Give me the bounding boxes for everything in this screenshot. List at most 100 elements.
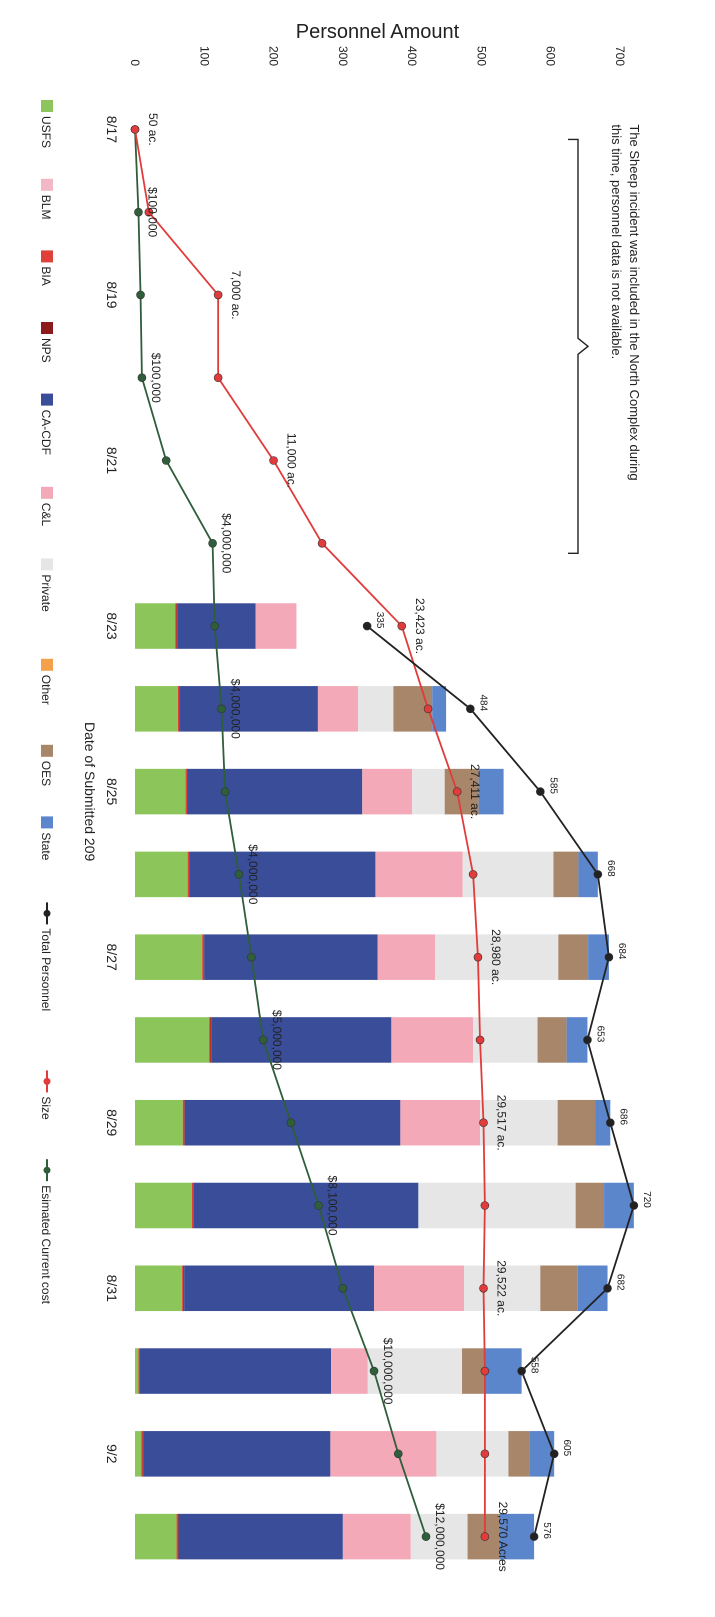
y-tick-label: 700	[613, 46, 627, 66]
bar-segment-private	[435, 934, 559, 980]
cost-label: $12,000,000	[433, 1503, 447, 1570]
bar-segment-c-l	[391, 1017, 474, 1063]
size-point	[480, 1366, 490, 1376]
legend-label: Total Personnel	[39, 928, 53, 1011]
legend-label: BLM	[39, 195, 53, 220]
bar-segment-usfs	[135, 1431, 142, 1477]
bar-segment-state	[432, 686, 447, 732]
legend-label: BIA	[39, 266, 53, 285]
bar-segment-oes	[537, 1017, 567, 1063]
x-tick-label: 8/29	[104, 1109, 120, 1136]
legend-swatch-marker	[43, 1166, 51, 1174]
size-line	[134, 129, 486, 1537]
size-point	[475, 1035, 485, 1045]
bar-segment-bia	[187, 851, 190, 898]
total-personnel-point	[549, 1449, 559, 1459]
size-label: 7,000 ac.	[229, 270, 243, 319]
line-labels: 335 484 585 668 684 653 686 720 682 558 605 576 50 a…	[145, 113, 651, 1572]
legend-label: Other	[39, 675, 53, 705]
bar-segment-usfs	[135, 851, 188, 898]
cost-point	[137, 373, 147, 383]
bar-segment-usfs	[135, 603, 176, 649]
bar-segment-ca-cdf	[180, 686, 318, 732]
total-personnel-point	[593, 870, 603, 879]
bar-segment-ca-cdf	[211, 1017, 392, 1063]
annotation: The Sheep incident was included in the N…	[568, 124, 642, 554]
legend-swatch	[41, 486, 53, 499]
size-point	[130, 125, 140, 134]
bar-segment-nps	[210, 1017, 212, 1063]
size-point	[213, 373, 223, 383]
bar-segment-private	[480, 1099, 558, 1146]
y-axis-title: Personnel Amount	[296, 21, 460, 43]
legend-label: CA-CDF	[39, 410, 53, 455]
note-brace	[568, 138, 590, 554]
bar-segment-ca-cdf	[139, 1348, 332, 1394]
bar-segment-private	[418, 1182, 576, 1229]
y-tick-label: 300	[336, 46, 350, 66]
bar-segment-nps	[193, 1182, 194, 1229]
cost-line	[134, 129, 427, 1537]
bar-segment-usfs	[135, 934, 203, 980]
bar-segment-bia	[209, 1017, 211, 1063]
cost-point	[217, 704, 226, 714]
legend-label: OES	[39, 761, 53, 786]
cost-point	[210, 621, 219, 631]
bar-segment-c-l	[375, 851, 463, 898]
legend-label: State	[39, 832, 53, 860]
total-personnel-label: 558	[529, 1357, 540, 1374]
cost-label: $100,000	[145, 187, 159, 237]
y-tick-label: 200	[267, 46, 281, 66]
size-point	[317, 538, 327, 548]
bar-segment-state	[588, 934, 609, 980]
size-label: 27,411 ac.	[468, 764, 482, 819]
bar-segment-oes	[540, 1265, 578, 1312]
legend-swatch	[41, 250, 53, 263]
legend-swatch	[41, 322, 53, 334]
bar-segment-usfs	[135, 686, 178, 732]
cost-point	[234, 870, 244, 879]
bar-segment-ca-cdf	[178, 1513, 343, 1560]
x-tick-label: 8/23	[104, 612, 120, 639]
total-personnel-point	[517, 1366, 526, 1376]
bar-segment-state	[499, 1513, 535, 1560]
cost-label: $4,000,000	[229, 679, 243, 739]
bar-segment-ca-cdf	[204, 934, 378, 980]
bar-segment-state	[578, 851, 598, 898]
size-point	[213, 290, 223, 300]
y-axis: 0 100 200 300 400 500 600 700	[128, 46, 627, 66]
bar-segment-bia	[177, 686, 180, 732]
bar-segment-bia	[182, 1099, 185, 1146]
y-tick-label: 500	[474, 46, 488, 66]
legend-label: Esimated Current cost	[39, 1185, 53, 1304]
bar-segment-usfs	[135, 1017, 210, 1063]
cost-label: $8,100,000	[326, 1175, 340, 1235]
total-personnel-point	[606, 1118, 615, 1128]
legend: USFS BLM BIA NPS CA-CDF C&L Private Other OES Sta…	[39, 100, 53, 1305]
bar-segment-usfs	[134, 1513, 177, 1560]
bar-segment-nps	[203, 934, 205, 980]
total-personnel-label: 484	[477, 694, 488, 711]
bar-segment-nps	[183, 1265, 185, 1312]
size-point	[480, 1449, 490, 1459]
total-personnel-label: 720	[641, 1191, 652, 1208]
legend-swatch-marker	[43, 909, 51, 917]
size-point	[473, 952, 483, 962]
total-personnel-point	[536, 787, 545, 796]
x-tick-label: 8/25	[104, 778, 120, 805]
cost-point	[258, 1035, 268, 1045]
bar-segment-c-l	[330, 1431, 437, 1477]
bar-segment-private	[410, 1513, 468, 1560]
size-point	[269, 456, 278, 465]
legend-swatch	[41, 816, 53, 829]
size-label: 29,522 ac.	[495, 1260, 509, 1316]
x-tick-label: 8/21	[104, 447, 120, 474]
bar-segment-nps	[177, 1513, 179, 1560]
bar-segment-state	[577, 1265, 608, 1312]
x-tick-label: 8/31	[104, 1275, 120, 1302]
bar-segment-nps	[176, 603, 178, 649]
bar-segment-private	[412, 768, 445, 815]
bar-segment-usfs	[134, 1265, 183, 1312]
bar-segment-bia	[138, 1348, 140, 1394]
legend-swatch	[41, 100, 53, 112]
